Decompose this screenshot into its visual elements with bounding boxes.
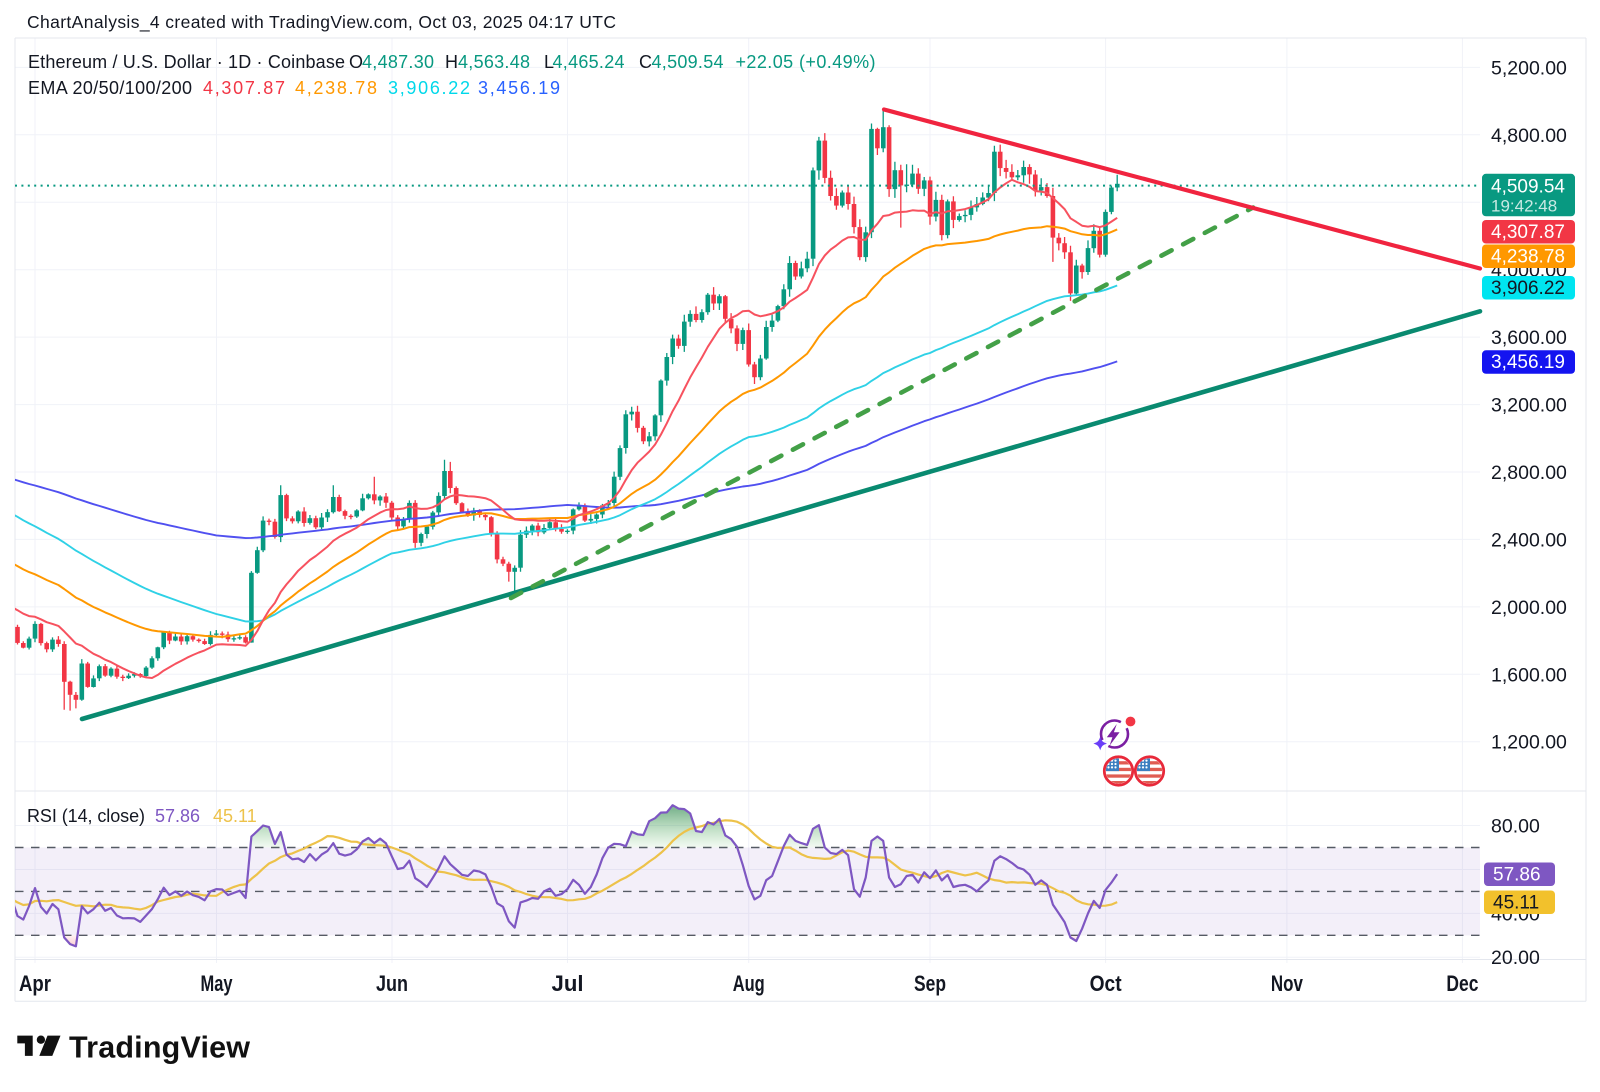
svg-text:3,600.00: 3,600.00	[1491, 327, 1567, 349]
svg-text:H: H	[445, 52, 458, 72]
svg-text:Ethereum / U.S. Dollar · 1D ·: Ethereum / U.S. Dollar · 1D · Coinbase	[28, 52, 345, 72]
svg-text:20.00: 20.00	[1491, 947, 1540, 969]
svg-text:19:42:48: 19:42:48	[1491, 197, 1557, 216]
svg-text:L: L	[544, 52, 554, 72]
svg-text:45.11: 45.11	[213, 806, 257, 826]
svg-text:4,509.54: 4,509.54	[652, 52, 724, 72]
svg-text:3,906.22: 3,906.22	[1491, 278, 1565, 299]
svg-text:4,563.48: 4,563.48	[458, 52, 530, 72]
svg-text:2,400.00: 2,400.00	[1491, 529, 1567, 551]
svg-text:4,509.54: 4,509.54	[1491, 177, 1565, 198]
svg-text:Dec: Dec	[1446, 971, 1478, 996]
svg-text:Jul: Jul	[552, 971, 584, 996]
svg-text:45.11: 45.11	[1493, 893, 1539, 914]
svg-text:Jun: Jun	[376, 971, 408, 996]
svg-text:4,238.78: 4,238.78	[295, 78, 377, 98]
svg-text:4,465.24: 4,465.24	[553, 52, 625, 72]
svg-text:4,307.87: 4,307.87	[1491, 222, 1565, 243]
svg-text:Oct: Oct	[1090, 971, 1123, 996]
svg-text:2,000.00: 2,000.00	[1491, 597, 1567, 619]
svg-text:1,600.00: 1,600.00	[1491, 664, 1567, 686]
svg-text:C: C	[639, 52, 652, 72]
svg-text:4,800.00: 4,800.00	[1491, 125, 1567, 147]
svg-text:4,307.87: 4,307.87	[203, 78, 285, 98]
svg-text:5,200.00: 5,200.00	[1491, 57, 1567, 79]
svg-text:Apr: Apr	[19, 971, 51, 996]
svg-text:3,200.00: 3,200.00	[1491, 395, 1567, 417]
svg-text:3,906.22: 3,906.22	[388, 78, 470, 98]
svg-text:3,456.19: 3,456.19	[478, 78, 560, 98]
svg-text:+22.05 (+0.49%): +22.05 (+0.49%)	[736, 52, 876, 72]
svg-text:TradingView: TradingView	[69, 1031, 250, 1065]
svg-text:4,238.78: 4,238.78	[1491, 246, 1565, 267]
svg-text:4,487.30: 4,487.30	[362, 52, 434, 72]
svg-text:RSI (14, close): RSI (14, close)	[27, 806, 145, 826]
svg-text:Aug: Aug	[733, 971, 765, 996]
svg-text:May: May	[201, 971, 234, 996]
svg-text:2,800.00: 2,800.00	[1491, 462, 1567, 484]
svg-text:3,456.19: 3,456.19	[1491, 352, 1565, 373]
svg-text:57.86: 57.86	[1493, 865, 1541, 886]
svg-text:57.86: 57.86	[155, 806, 200, 826]
svg-text:1,200.00: 1,200.00	[1491, 732, 1567, 754]
svg-text:ChartAnalysis_4 created with T: ChartAnalysis_4 created with TradingView…	[27, 12, 616, 33]
svg-text:O: O	[349, 52, 363, 72]
svg-text:Sep: Sep	[914, 971, 946, 996]
svg-text:EMA 20/50/100/200: EMA 20/50/100/200	[28, 78, 192, 98]
svg-text:80.00: 80.00	[1491, 816, 1540, 838]
svg-text:Nov: Nov	[1271, 971, 1304, 996]
